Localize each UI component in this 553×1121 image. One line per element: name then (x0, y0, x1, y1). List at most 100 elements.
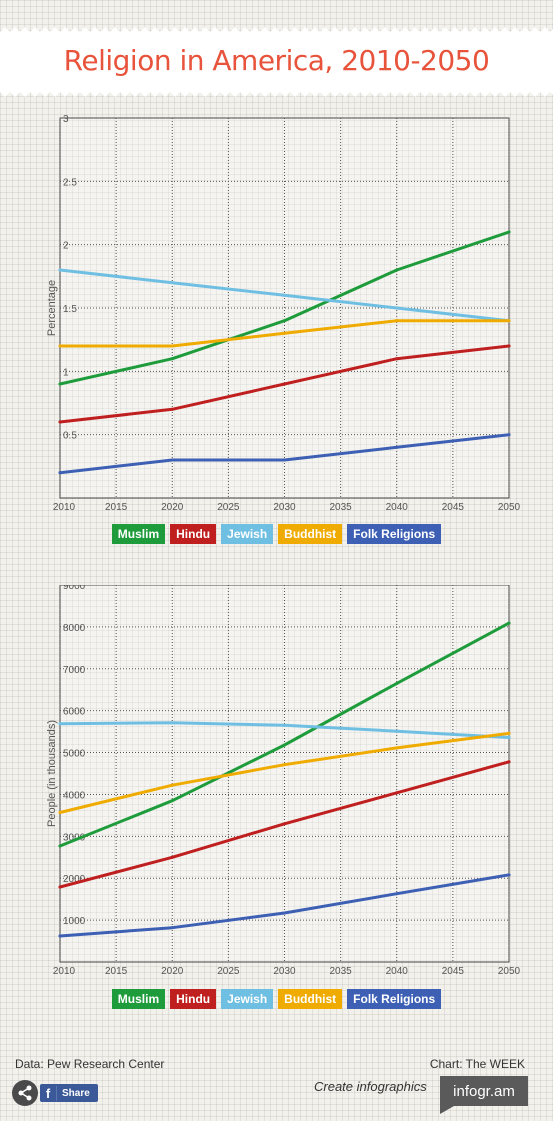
data-point (58, 268, 62, 272)
data-point (170, 407, 174, 411)
data-point (507, 731, 511, 735)
x-tick-label: 2040 (386, 502, 409, 513)
data-point (507, 873, 511, 877)
data-point (170, 357, 174, 361)
legend-item-buddhist[interactable]: Buddhist (278, 524, 343, 544)
x-tick-label: 2015 (105, 502, 128, 513)
x-tick-label: 2030 (273, 966, 296, 977)
y-tick-label: 1000 (63, 916, 86, 927)
y-axis-label: People (in thousands) (46, 720, 58, 827)
data-point (170, 855, 174, 859)
data-point (395, 445, 399, 449)
data-point (283, 822, 286, 826)
data-point (170, 926, 174, 930)
x-tick-label: 2045 (442, 502, 465, 513)
data-point (58, 934, 62, 938)
y-axis-label: Percentage (46, 280, 58, 336)
page-title: Religion in America, 2010-2050 (63, 44, 490, 77)
data-point (507, 433, 511, 437)
x-tick-label: 2010 (53, 502, 76, 513)
data-point (507, 344, 511, 348)
title-banner (0, 32, 553, 92)
x-tick-label: 2050 (498, 966, 521, 977)
x-tick-label: 2030 (273, 502, 296, 513)
legend-item-hindu[interactable]: Hindu (170, 524, 217, 544)
data-point (507, 621, 511, 625)
data-point (395, 892, 399, 896)
chart-credit: Chart: The WEEK (429, 1057, 525, 1071)
y-tick-label: 1 (63, 367, 69, 378)
y-tick-label: 8000 (63, 623, 86, 634)
data-point (507, 319, 511, 323)
data-point (58, 722, 62, 726)
x-tick-label: 2025 (217, 502, 240, 513)
x-tick-label: 2020 (161, 502, 184, 513)
brand-tab-notch (440, 1106, 454, 1114)
y-tick-label: 1.5 (63, 304, 77, 315)
banner-zigzag (0, 27, 553, 97)
data-point (395, 268, 399, 272)
y-tick-label: 5000 (63, 749, 86, 760)
data-source: Data: Pew Research Center (15, 1057, 165, 1071)
y-tick-label: 9000 (63, 585, 86, 592)
x-tick-label: 2020 (161, 966, 184, 977)
data-point (170, 799, 174, 803)
legend-item-muslim[interactable]: Muslim (111, 989, 166, 1009)
legend-item-jewish[interactable]: Jewish (221, 524, 274, 544)
data-point (170, 721, 174, 725)
y-tick-label: 2000 (63, 874, 86, 885)
data-point (283, 331, 286, 335)
x-tick-label: 2035 (330, 502, 353, 513)
data-point (58, 810, 62, 814)
data-point (395, 681, 399, 685)
y-tick-label: 7000 (63, 665, 86, 676)
brand-label: infogr.am (453, 1082, 515, 1100)
legend-item-folk-religions[interactable]: Folk Religions (347, 989, 442, 1009)
data-point (395, 729, 399, 733)
create-infographics-link[interactable]: Create infographics (314, 1079, 427, 1094)
data-point (507, 230, 511, 234)
y-tick-label: 4000 (63, 790, 86, 801)
data-point (58, 471, 62, 475)
data-point (395, 306, 399, 310)
x-tick-label: 2035 (330, 966, 353, 977)
plot-area (59, 585, 510, 963)
data-point (395, 357, 399, 361)
y-tick-label: 3 (63, 114, 69, 125)
x-tick-label: 2045 (442, 966, 465, 977)
data-point (507, 735, 511, 739)
data-point (58, 382, 62, 386)
x-tick-label: 2040 (386, 966, 409, 977)
data-point (283, 293, 286, 297)
share-icon[interactable] (12, 1080, 38, 1106)
data-point (507, 760, 511, 764)
data-point (283, 763, 286, 767)
y-tick-label: 3000 (63, 832, 86, 843)
x-tick-label: 2010 (53, 966, 76, 977)
x-tick-label: 2050 (498, 502, 521, 513)
x-tick-label: 2015 (105, 966, 128, 977)
legend-item-buddhist[interactable]: Buddhist (278, 989, 343, 1009)
facebook-icon: f (40, 1085, 57, 1101)
data-point (58, 344, 62, 348)
legend-item-folk-religions[interactable]: Folk Religions (347, 524, 442, 544)
y-tick-label: 0.5 (63, 431, 77, 442)
data-point (283, 319, 286, 323)
legend-people: Muslim Hindu Jewish Buddhist Folk Religions (0, 989, 553, 1009)
data-point (283, 743, 286, 747)
data-point (170, 458, 174, 462)
share-label: Share (62, 1087, 90, 1099)
data-point (170, 783, 174, 787)
infogram-brand-button[interactable]: infogr.am (440, 1076, 528, 1106)
legend-item-jewish[interactable]: Jewish (221, 989, 274, 1009)
y-tick-label: 6000 (63, 707, 86, 718)
y-tick-label: 2 (63, 241, 69, 252)
people-chart: 2010 2015 2020 2025 2030 2035 2040 2045 2050 1000… (46, 585, 521, 977)
percentage-chart: 2010 2015 2020 2025 2030 2035 2040 2045 2050 0.5 1… (46, 114, 521, 513)
facebook-share-button[interactable]: f Share (40, 1084, 98, 1102)
x-tick-label: 2025 (217, 966, 240, 977)
data-point (58, 844, 62, 848)
data-point (170, 281, 174, 285)
legend-item-muslim[interactable]: Muslim (111, 524, 166, 544)
legend-item-hindu[interactable]: Hindu (170, 989, 217, 1009)
